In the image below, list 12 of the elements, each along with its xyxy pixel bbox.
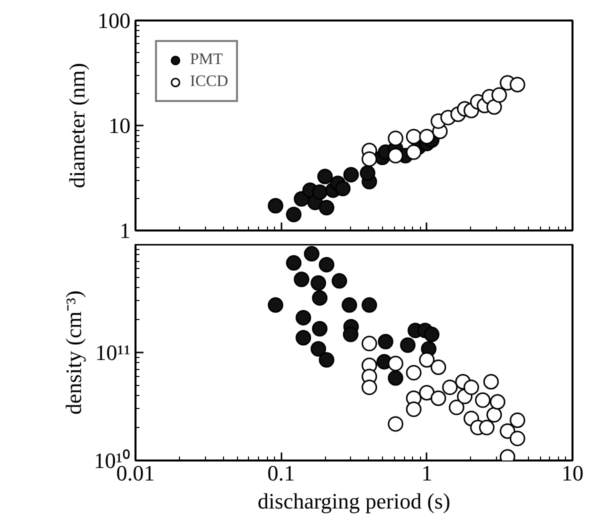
y-tick-label: 1 bbox=[120, 218, 130, 243]
y-tick-label: 10 bbox=[108, 113, 130, 138]
x-tick-label: 1 bbox=[421, 460, 432, 486]
y-axis-title: diameter (nm) bbox=[64, 62, 90, 188]
legend-label: ICCD bbox=[190, 73, 228, 91]
x-tick-label: 10 bbox=[562, 460, 584, 486]
y-axis-title: density (cm⁻³) bbox=[60, 290, 86, 415]
y-tick-label: 100 bbox=[98, 8, 130, 33]
legend-label: PMT bbox=[190, 51, 223, 69]
x-tick-label: 0.1 bbox=[267, 460, 295, 486]
x-axis-title: discharging period (s) bbox=[258, 488, 450, 514]
y-tick-label: 10¹¹ bbox=[95, 340, 131, 365]
